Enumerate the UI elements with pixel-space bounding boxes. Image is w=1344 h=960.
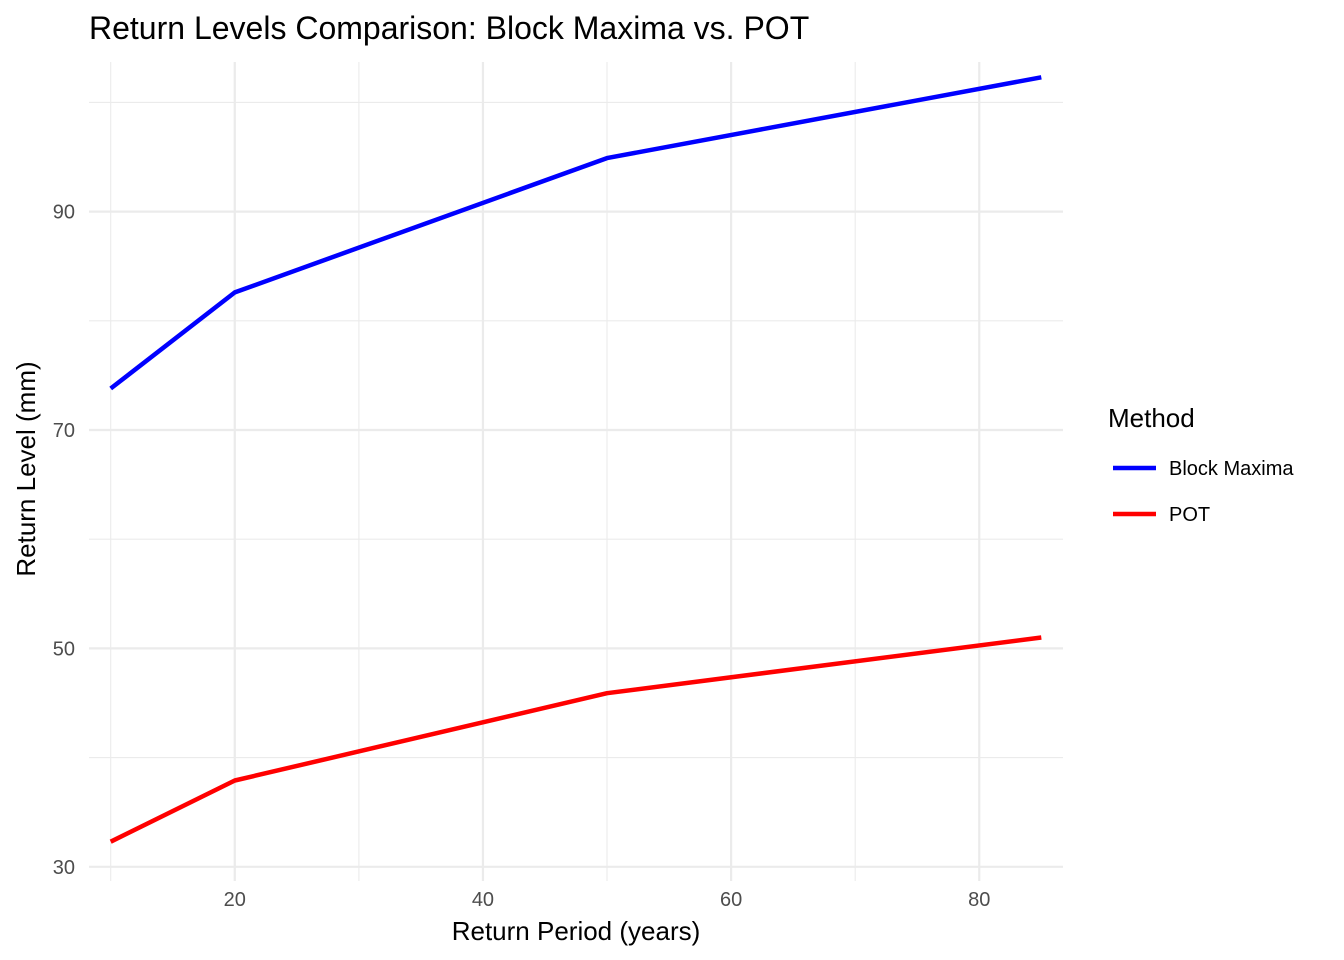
chart-title: Return Levels Comparison: Block Maxima v… [89, 10, 809, 46]
x-tick-label: 80 [968, 889, 990, 911]
series-lines [109, 75, 1042, 844]
y-axis-title: Return Level (mm) [11, 361, 41, 576]
y-tick-label: 90 [53, 202, 75, 224]
x-tick-label: 40 [472, 889, 494, 911]
y-tick-label: 50 [53, 638, 75, 660]
grid [89, 62, 1063, 881]
legend-label-block-maxima: Block Maxima [1169, 458, 1294, 480]
y-tick-label: 70 [53, 420, 75, 442]
x-tick-label: 20 [224, 889, 246, 911]
x-axis-ticks: 20 40 60 80 [224, 889, 991, 911]
legend-title: Method [1108, 403, 1195, 433]
series-line-pot [109, 635, 1042, 844]
legend-items: Block Maxima POT [1113, 458, 1294, 526]
x-tick-label: 60 [720, 889, 742, 911]
x-axis-title: Return Period (years) [452, 916, 701, 946]
y-tick-label: 30 [53, 857, 75, 879]
legend-label-pot: POT [1169, 504, 1210, 526]
y-axis-ticks: 30 50 70 90 [53, 202, 75, 879]
legend: Method Block Maxima POT [1108, 403, 1294, 526]
series-line-block-maxima [109, 75, 1042, 391]
